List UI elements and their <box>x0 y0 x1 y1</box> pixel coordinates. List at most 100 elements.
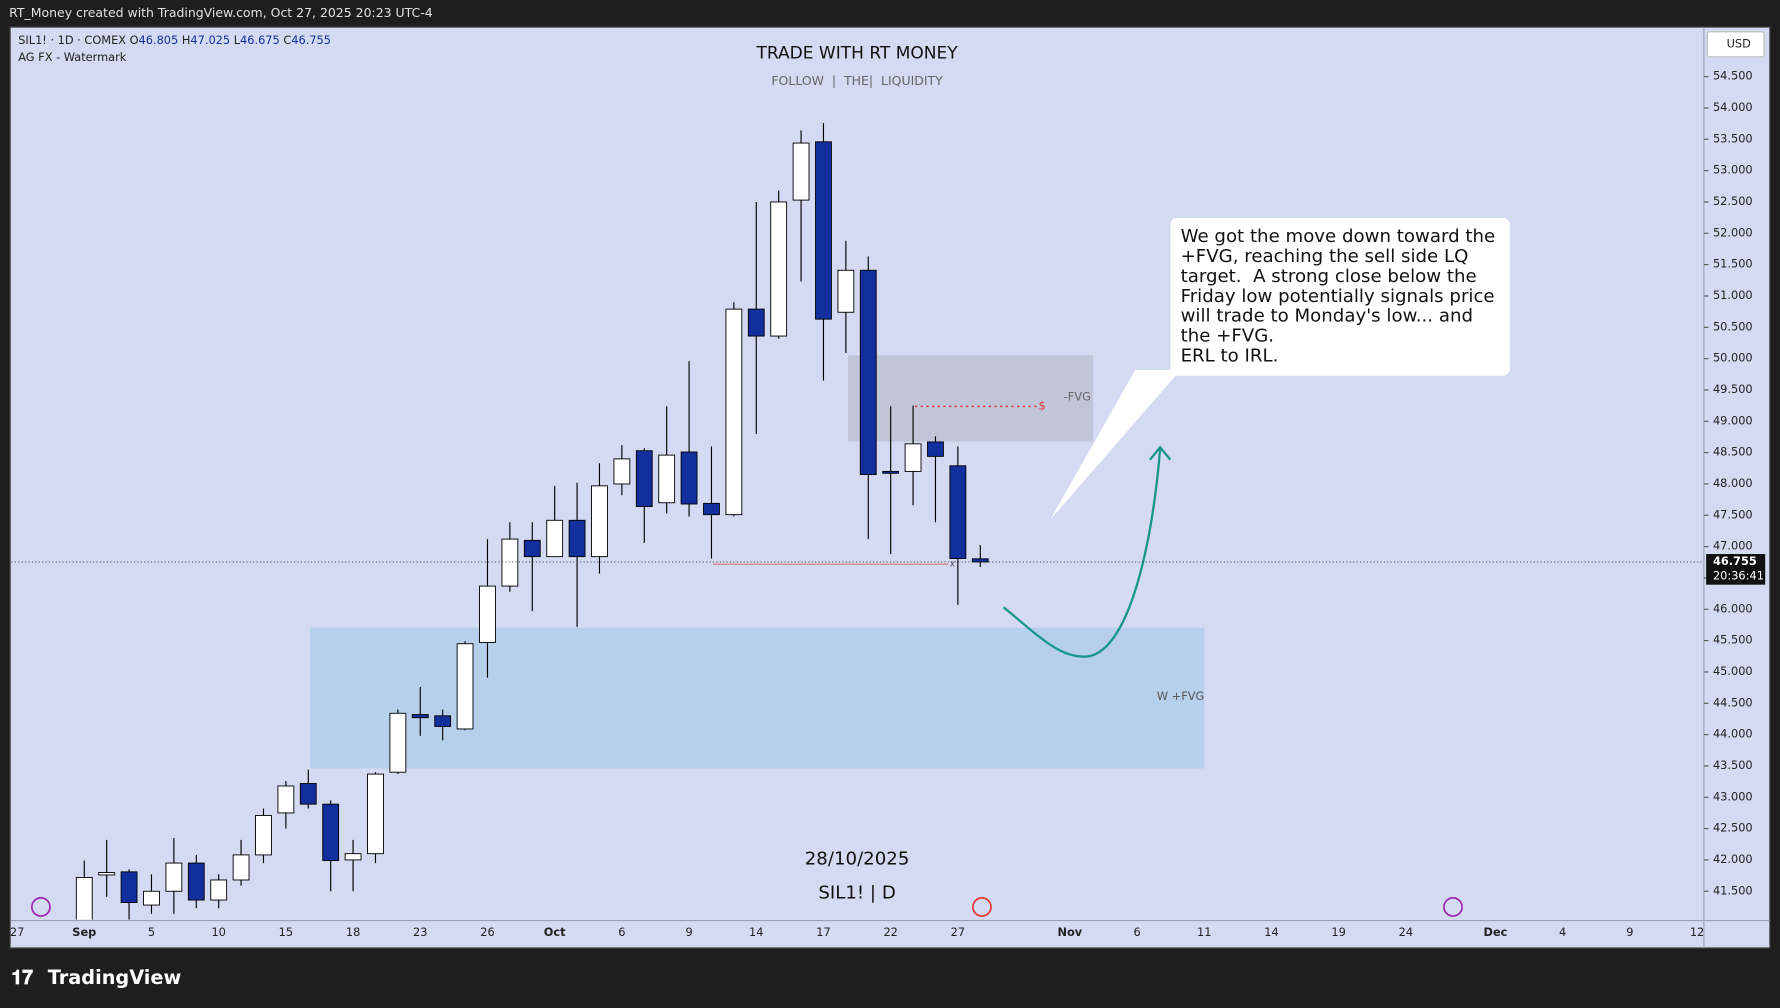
callout: We got the move down toward the+FVG, rea… <box>1181 226 1496 366</box>
y-tick-label: 46.000 <box>1713 601 1753 615</box>
fvg-label: -FVG <box>1064 389 1091 403</box>
x-tick-label: 14 <box>749 925 763 939</box>
callout-line: target. A strong close below the <box>1181 266 1477 287</box>
ohlc-value: 46.675 <box>240 33 280 47</box>
y-tick-label: 49.000 <box>1713 413 1753 427</box>
indicator: AG FX - Watermark <box>18 50 127 64</box>
callout-line: ERL to IRL. <box>1181 345 1279 366</box>
ohlc-value: 47.025 <box>190 33 230 47</box>
x-tick-label: 27 <box>10 925 24 939</box>
legend: SIL1! · 1D · COMEX O46.805 H47.025 L46.6… <box>18 33 331 47</box>
symbol: SIL1! · 1D · COMEX <box>18 33 126 47</box>
x-tick-label: Dec <box>1484 925 1508 939</box>
x-tick-label: 14 <box>1264 925 1278 939</box>
candle-body <box>434 715 452 727</box>
last-price-box <box>1706 554 1766 585</box>
x-tick-label: 11 <box>1197 925 1211 939</box>
x-tick-label: Oct <box>544 925 566 939</box>
candle-body <box>703 502 720 516</box>
x-tick-label: 9 <box>685 925 692 939</box>
candle-body <box>322 803 340 862</box>
candle-body <box>98 872 116 876</box>
y-tick-label: 48.000 <box>1713 476 1753 490</box>
candle-body <box>770 201 788 337</box>
y-tick-label: 52.500 <box>1713 194 1753 208</box>
event-icon[interactable] <box>972 897 992 917</box>
x-tick-label: 26 <box>480 925 494 939</box>
candle-body <box>658 454 676 504</box>
x-tick-label: 6 <box>1133 925 1140 939</box>
footer-bar <box>0 951 1780 1008</box>
candle-body <box>479 585 496 643</box>
candle-body <box>927 441 944 457</box>
candle-body <box>143 890 160 906</box>
y-tick-label: 47.000 <box>1713 539 1753 553</box>
x-tick-label: Nov <box>1058 925 1083 939</box>
chart-subtitle: FOLLOW | THE| LIQUIDITY <box>771 73 943 88</box>
bear-fvg-zone <box>848 355 1094 442</box>
event-icon[interactable] <box>30 897 51 917</box>
callout-line: the +FVG. <box>1181 326 1275 347</box>
plot <box>75 123 989 920</box>
callout-line: +FVG, reaching the sell side LQ <box>1181 246 1469 267</box>
x-tick-label: 9 <box>1626 925 1633 939</box>
candle-body <box>187 862 205 901</box>
projection-curve <box>1002 448 1162 658</box>
ohlc-key: C <box>283 33 291 47</box>
candle-body <box>882 470 900 474</box>
currency-box <box>1706 31 1765 58</box>
candle-body <box>725 308 743 516</box>
callout-line: Friday low potentially signals price <box>1181 286 1495 307</box>
candle-body <box>635 450 653 507</box>
footer-logo: TradingView <box>48 966 182 989</box>
y-tick-label: 42.000 <box>1713 852 1753 866</box>
event-icon[interactable] <box>1443 897 1463 917</box>
candle-body <box>255 814 272 856</box>
candle-body <box>232 854 250 881</box>
chart-title: TRADE WITH RT MONEY <box>755 43 958 63</box>
callout-line: will trade to Monday's low... and <box>1181 306 1473 327</box>
candle-body <box>411 714 429 719</box>
candle-body <box>344 853 362 861</box>
ohlc-key: L <box>234 33 241 47</box>
ohlc-value: 46.805 <box>139 33 179 47</box>
x-tick-label: 22 <box>883 925 897 939</box>
candle-body <box>949 465 967 559</box>
candle-body <box>120 871 138 903</box>
x-tick-label: 6 <box>618 925 625 939</box>
x-tick-label: 23 <box>413 925 427 939</box>
last-price-label: 46.755 <box>1713 554 1757 568</box>
plot-bg <box>9 26 1771 949</box>
y-tick-label: 54.500 <box>1713 69 1753 83</box>
y-tick-label: 53.000 <box>1713 163 1753 177</box>
low-marker: x <box>950 560 956 570</box>
candle-body <box>277 785 295 814</box>
callout-tail <box>1050 370 1181 520</box>
candle-body <box>367 773 384 855</box>
candle-body <box>389 712 407 773</box>
x-tick-label: 27 <box>951 925 965 939</box>
y-tick-label: 48.500 <box>1713 445 1753 459</box>
event-icons <box>30 897 1463 917</box>
candle-body <box>523 539 541 558</box>
x-tick-label: 15 <box>279 925 293 939</box>
fvg-label: W +FVG <box>1157 689 1204 703</box>
y-tick-label: 49.500 <box>1713 382 1753 396</box>
y-tick-label: 52.000 <box>1713 225 1753 239</box>
candle-body <box>501 538 519 587</box>
y-tick-label: 41.500 <box>1713 883 1753 897</box>
x-tick-label: 12 <box>1690 925 1704 939</box>
candle-body <box>971 558 989 563</box>
timeframe-label: SIL1! | D <box>818 882 895 903</box>
candle-body <box>299 783 317 805</box>
candle-body <box>456 643 474 730</box>
bull-fvg-zone <box>309 627 1205 769</box>
y-tick-label: 51.000 <box>1713 288 1753 302</box>
x-tick-label: 18 <box>346 925 360 939</box>
candle-body <box>613 458 631 485</box>
candle-body <box>165 862 183 892</box>
candle-body <box>747 308 765 337</box>
projection-arrow <box>1149 445 1172 461</box>
